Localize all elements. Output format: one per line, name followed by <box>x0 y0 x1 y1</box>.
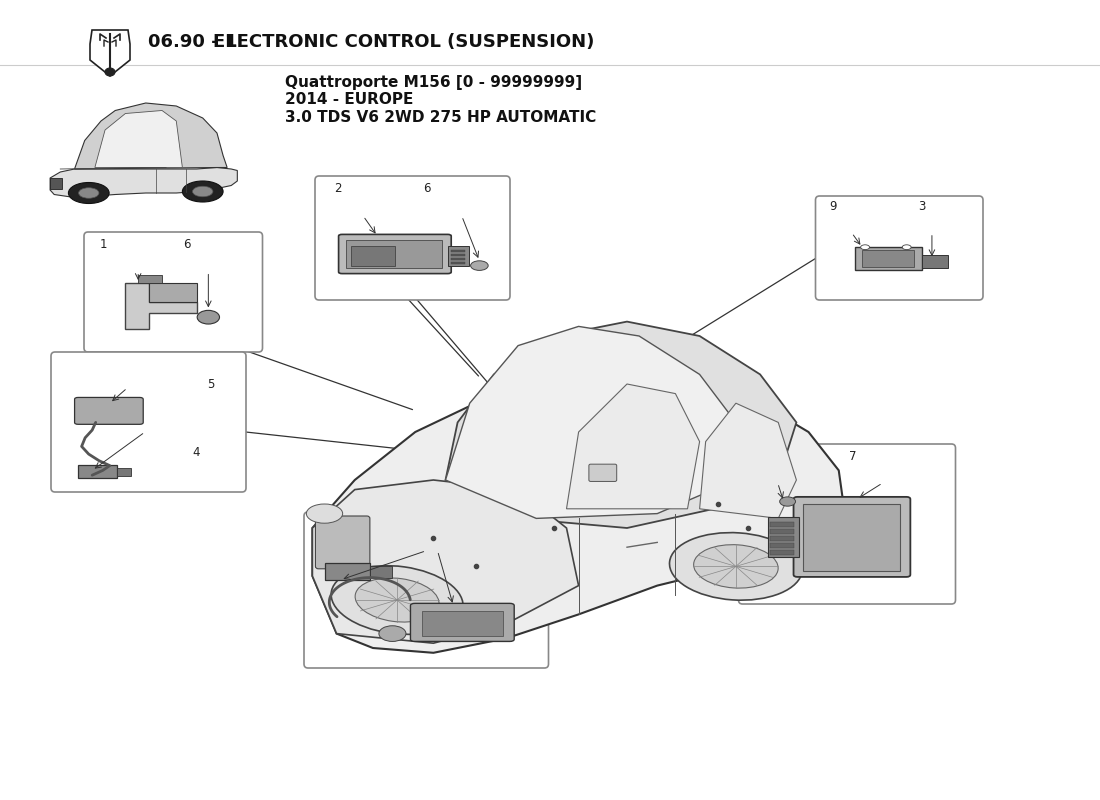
Text: 2: 2 <box>334 182 341 194</box>
Text: 5: 5 <box>208 378 214 390</box>
Ellipse shape <box>104 68 116 76</box>
Bar <box>922 255 948 268</box>
Text: ELECTRONIC CONTROL (SUSPENSION): ELECTRONIC CONTROL (SUSPENSION) <box>213 33 594 51</box>
Bar <box>770 530 793 534</box>
Polygon shape <box>700 403 796 518</box>
Text: 3: 3 <box>918 200 925 213</box>
Bar <box>862 250 914 267</box>
Ellipse shape <box>192 186 213 197</box>
Ellipse shape <box>331 566 463 634</box>
FancyBboxPatch shape <box>410 603 514 642</box>
Text: 2014 - EUROPE: 2014 - EUROPE <box>285 93 414 107</box>
Ellipse shape <box>197 310 220 324</box>
Bar <box>770 536 793 541</box>
Polygon shape <box>90 30 130 76</box>
Ellipse shape <box>78 188 99 198</box>
Bar <box>770 543 793 548</box>
Bar <box>421 611 503 636</box>
Bar <box>139 275 162 283</box>
Text: 4: 4 <box>486 522 493 534</box>
Text: 4: 4 <box>192 446 199 458</box>
Bar <box>345 240 442 268</box>
Text: 1: 1 <box>100 238 107 250</box>
Text: Quattroporte M156 [0 - 99999999]: Quattroporte M156 [0 - 99999999] <box>285 74 582 90</box>
Text: 5: 5 <box>459 618 465 630</box>
FancyBboxPatch shape <box>75 398 143 424</box>
FancyBboxPatch shape <box>793 497 911 577</box>
Polygon shape <box>51 167 238 198</box>
Polygon shape <box>75 103 228 169</box>
FancyBboxPatch shape <box>84 232 263 352</box>
Ellipse shape <box>670 533 802 600</box>
Bar <box>370 566 393 578</box>
Bar <box>351 246 395 266</box>
Text: 8: 8 <box>756 450 762 462</box>
Bar <box>770 550 793 555</box>
Ellipse shape <box>355 578 439 622</box>
Ellipse shape <box>471 261 488 270</box>
Text: 06.90 - 1: 06.90 - 1 <box>148 33 243 51</box>
FancyBboxPatch shape <box>738 444 956 604</box>
Ellipse shape <box>306 504 343 523</box>
FancyBboxPatch shape <box>51 352 246 492</box>
Ellipse shape <box>780 497 795 506</box>
Polygon shape <box>446 326 736 518</box>
Bar <box>451 262 465 264</box>
Bar <box>51 178 63 189</box>
Bar <box>770 522 793 527</box>
Ellipse shape <box>694 545 778 588</box>
Text: 6: 6 <box>184 238 190 250</box>
Ellipse shape <box>183 181 223 202</box>
FancyBboxPatch shape <box>588 464 617 482</box>
Ellipse shape <box>378 626 406 642</box>
Text: 7: 7 <box>849 450 856 462</box>
Bar <box>324 563 370 580</box>
Polygon shape <box>95 110 183 167</box>
Bar <box>117 469 131 476</box>
FancyBboxPatch shape <box>316 516 370 569</box>
FancyBboxPatch shape <box>339 234 451 274</box>
Bar <box>768 517 800 557</box>
Text: 3.0 TDS V6 2WD 275 HP AUTOMATIC: 3.0 TDS V6 2WD 275 HP AUTOMATIC <box>285 110 596 126</box>
Polygon shape <box>125 283 197 329</box>
Text: 9: 9 <box>829 200 836 213</box>
Bar <box>150 283 197 302</box>
Text: 6: 6 <box>424 182 430 194</box>
Polygon shape <box>312 480 579 643</box>
Ellipse shape <box>860 245 870 250</box>
Ellipse shape <box>68 182 109 203</box>
Bar <box>451 258 465 260</box>
Bar <box>448 246 469 266</box>
Polygon shape <box>312 374 845 653</box>
FancyBboxPatch shape <box>815 196 983 300</box>
Bar <box>451 250 465 252</box>
Bar <box>78 465 117 478</box>
Polygon shape <box>566 384 700 509</box>
FancyBboxPatch shape <box>304 512 549 668</box>
Bar <box>451 254 465 256</box>
Bar <box>855 247 922 270</box>
Ellipse shape <box>902 245 911 250</box>
FancyBboxPatch shape <box>315 176 510 300</box>
Polygon shape <box>446 322 796 528</box>
Bar <box>803 504 901 571</box>
